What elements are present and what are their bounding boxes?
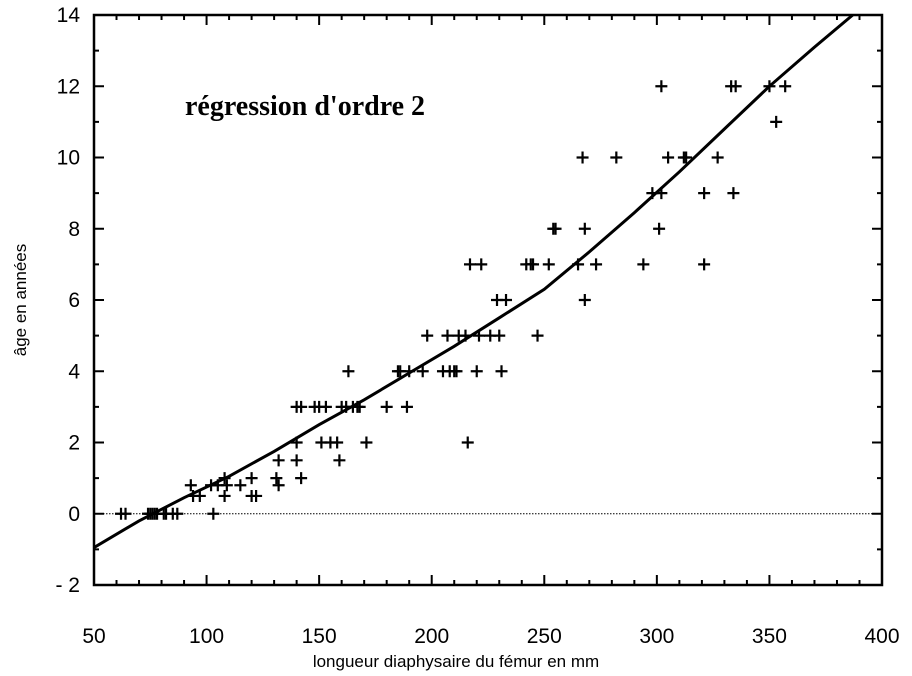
data-point (463, 258, 476, 271)
regression-curve (93, 13, 854, 549)
data-point (527, 258, 540, 271)
data-point (698, 187, 711, 200)
data-point (218, 489, 231, 502)
data-point (360, 436, 373, 449)
data-point (193, 489, 206, 502)
x-tick-label: 350 (752, 625, 787, 648)
data-point (531, 329, 544, 342)
data-point (403, 365, 416, 378)
data-point (637, 258, 650, 271)
data-point (655, 80, 668, 93)
data-point (441, 329, 454, 342)
x-tick-label: 300 (639, 625, 674, 648)
data-point (295, 400, 308, 413)
data-point (578, 294, 591, 306)
data-point (500, 294, 513, 306)
data-point (610, 151, 623, 164)
data-point (680, 151, 693, 164)
data-point (380, 400, 393, 413)
data-point (572, 258, 585, 271)
data-point (272, 479, 285, 492)
x-tick-label: 200 (414, 625, 449, 648)
data-point (342, 365, 355, 378)
y-tick-label: 4 (68, 360, 80, 383)
data-point (220, 479, 233, 492)
data-point (295, 472, 308, 485)
y-tick-label: 10 (57, 147, 80, 170)
data-point (119, 507, 132, 520)
x-tick-label: 100 (189, 625, 224, 648)
data-point (290, 454, 303, 467)
y-tick-label: 8 (68, 218, 80, 241)
data-point (698, 258, 711, 271)
data-point (272, 454, 285, 467)
x-tick-label: 400 (864, 625, 899, 648)
tick-labels: 50 100 150 200 250 300 350 400 - 2 0 2 4 6 8 10 12 14 (55, 4, 899, 648)
data-point (234, 479, 247, 492)
y-tick-label: - 2 (55, 574, 80, 597)
y-tick-label: 12 (57, 75, 80, 98)
data-point (779, 80, 792, 93)
x-tick-label: 50 (82, 625, 105, 648)
data-point (461, 436, 474, 449)
data-point (729, 80, 742, 93)
data-point (450, 365, 463, 378)
data-point (207, 507, 220, 520)
data-points (115, 80, 792, 520)
data-point (655, 187, 668, 200)
data-point (270, 472, 283, 485)
data-point (475, 258, 488, 271)
chart-annotation: régression d'ordre 2 (185, 91, 425, 122)
y-axis-title: âge en années (11, 244, 30, 357)
data-point (421, 329, 434, 342)
data-point (245, 472, 258, 485)
data-point (727, 187, 740, 200)
data-point (470, 365, 483, 378)
data-point (416, 365, 429, 378)
data-point (184, 479, 197, 492)
data-point (353, 400, 366, 413)
x-tick-label: 150 (302, 625, 337, 648)
data-point (549, 222, 562, 235)
data-point (662, 151, 675, 164)
data-point (472, 329, 485, 342)
y-tick-label: 2 (68, 432, 80, 455)
data-point (711, 151, 724, 164)
data-point (218, 472, 231, 485)
data-point (333, 454, 346, 467)
data-point (763, 80, 776, 93)
data-point (770, 115, 783, 128)
data-point (319, 400, 332, 413)
data-point (400, 400, 413, 413)
axis-ticks (93, 14, 883, 586)
y-tick-label: 14 (57, 4, 81, 27)
data-point (250, 489, 263, 502)
data-point (495, 365, 508, 378)
data-point (590, 258, 603, 271)
data-point (578, 222, 591, 235)
data-point (576, 151, 589, 164)
data-point (290, 436, 303, 449)
y-tick-label: 0 (68, 503, 80, 526)
data-point (459, 329, 472, 342)
x-tick-label: 250 (527, 625, 562, 648)
data-point (542, 258, 555, 271)
data-point (653, 222, 666, 235)
data-point (493, 329, 506, 342)
x-axis-title: longueur diaphysaire du fémur en mm (313, 652, 599, 671)
data-point (171, 507, 184, 520)
data-point (331, 436, 344, 449)
y-tick-label: 6 (68, 289, 80, 312)
